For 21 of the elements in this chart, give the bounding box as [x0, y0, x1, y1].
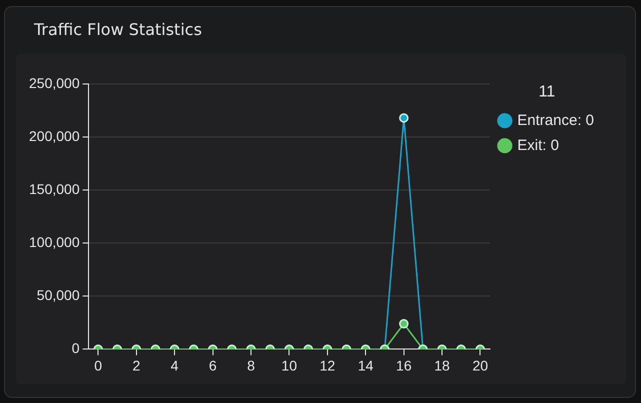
- x-tick-label: 12: [320, 357, 336, 374]
- x-tick-label: 16: [396, 357, 412, 374]
- x-tick-label: 8: [247, 357, 256, 374]
- legend-label: Entrance: 0: [517, 112, 594, 129]
- chart-title: Traffic Flow Statistics: [34, 20, 202, 39]
- y-tick-label: 0: [72, 340, 80, 356]
- legend-label: Exit: 0: [517, 136, 559, 154]
- y-tick-label: 100,000: [28, 234, 80, 250]
- y-tick-label: 200,000: [28, 128, 80, 144]
- y-tick-label: 250,000: [28, 74, 80, 91]
- x-tick-label: 2: [132, 357, 140, 374]
- x-tick-label: 6: [208, 357, 217, 374]
- x-tick-label: 0: [94, 357, 102, 374]
- x-tick-label: 14: [358, 357, 374, 374]
- x-tick-label: 4: [170, 357, 179, 374]
- y-tick-label: 150,000: [28, 180, 80, 197]
- legend-title: 11: [538, 83, 556, 100]
- x-tick-label: 10: [281, 357, 298, 374]
- x-tick-label: 20: [472, 357, 488, 374]
- y-tick-label: 50,000: [36, 287, 80, 304]
- x-tick-label: 18: [434, 357, 450, 374]
